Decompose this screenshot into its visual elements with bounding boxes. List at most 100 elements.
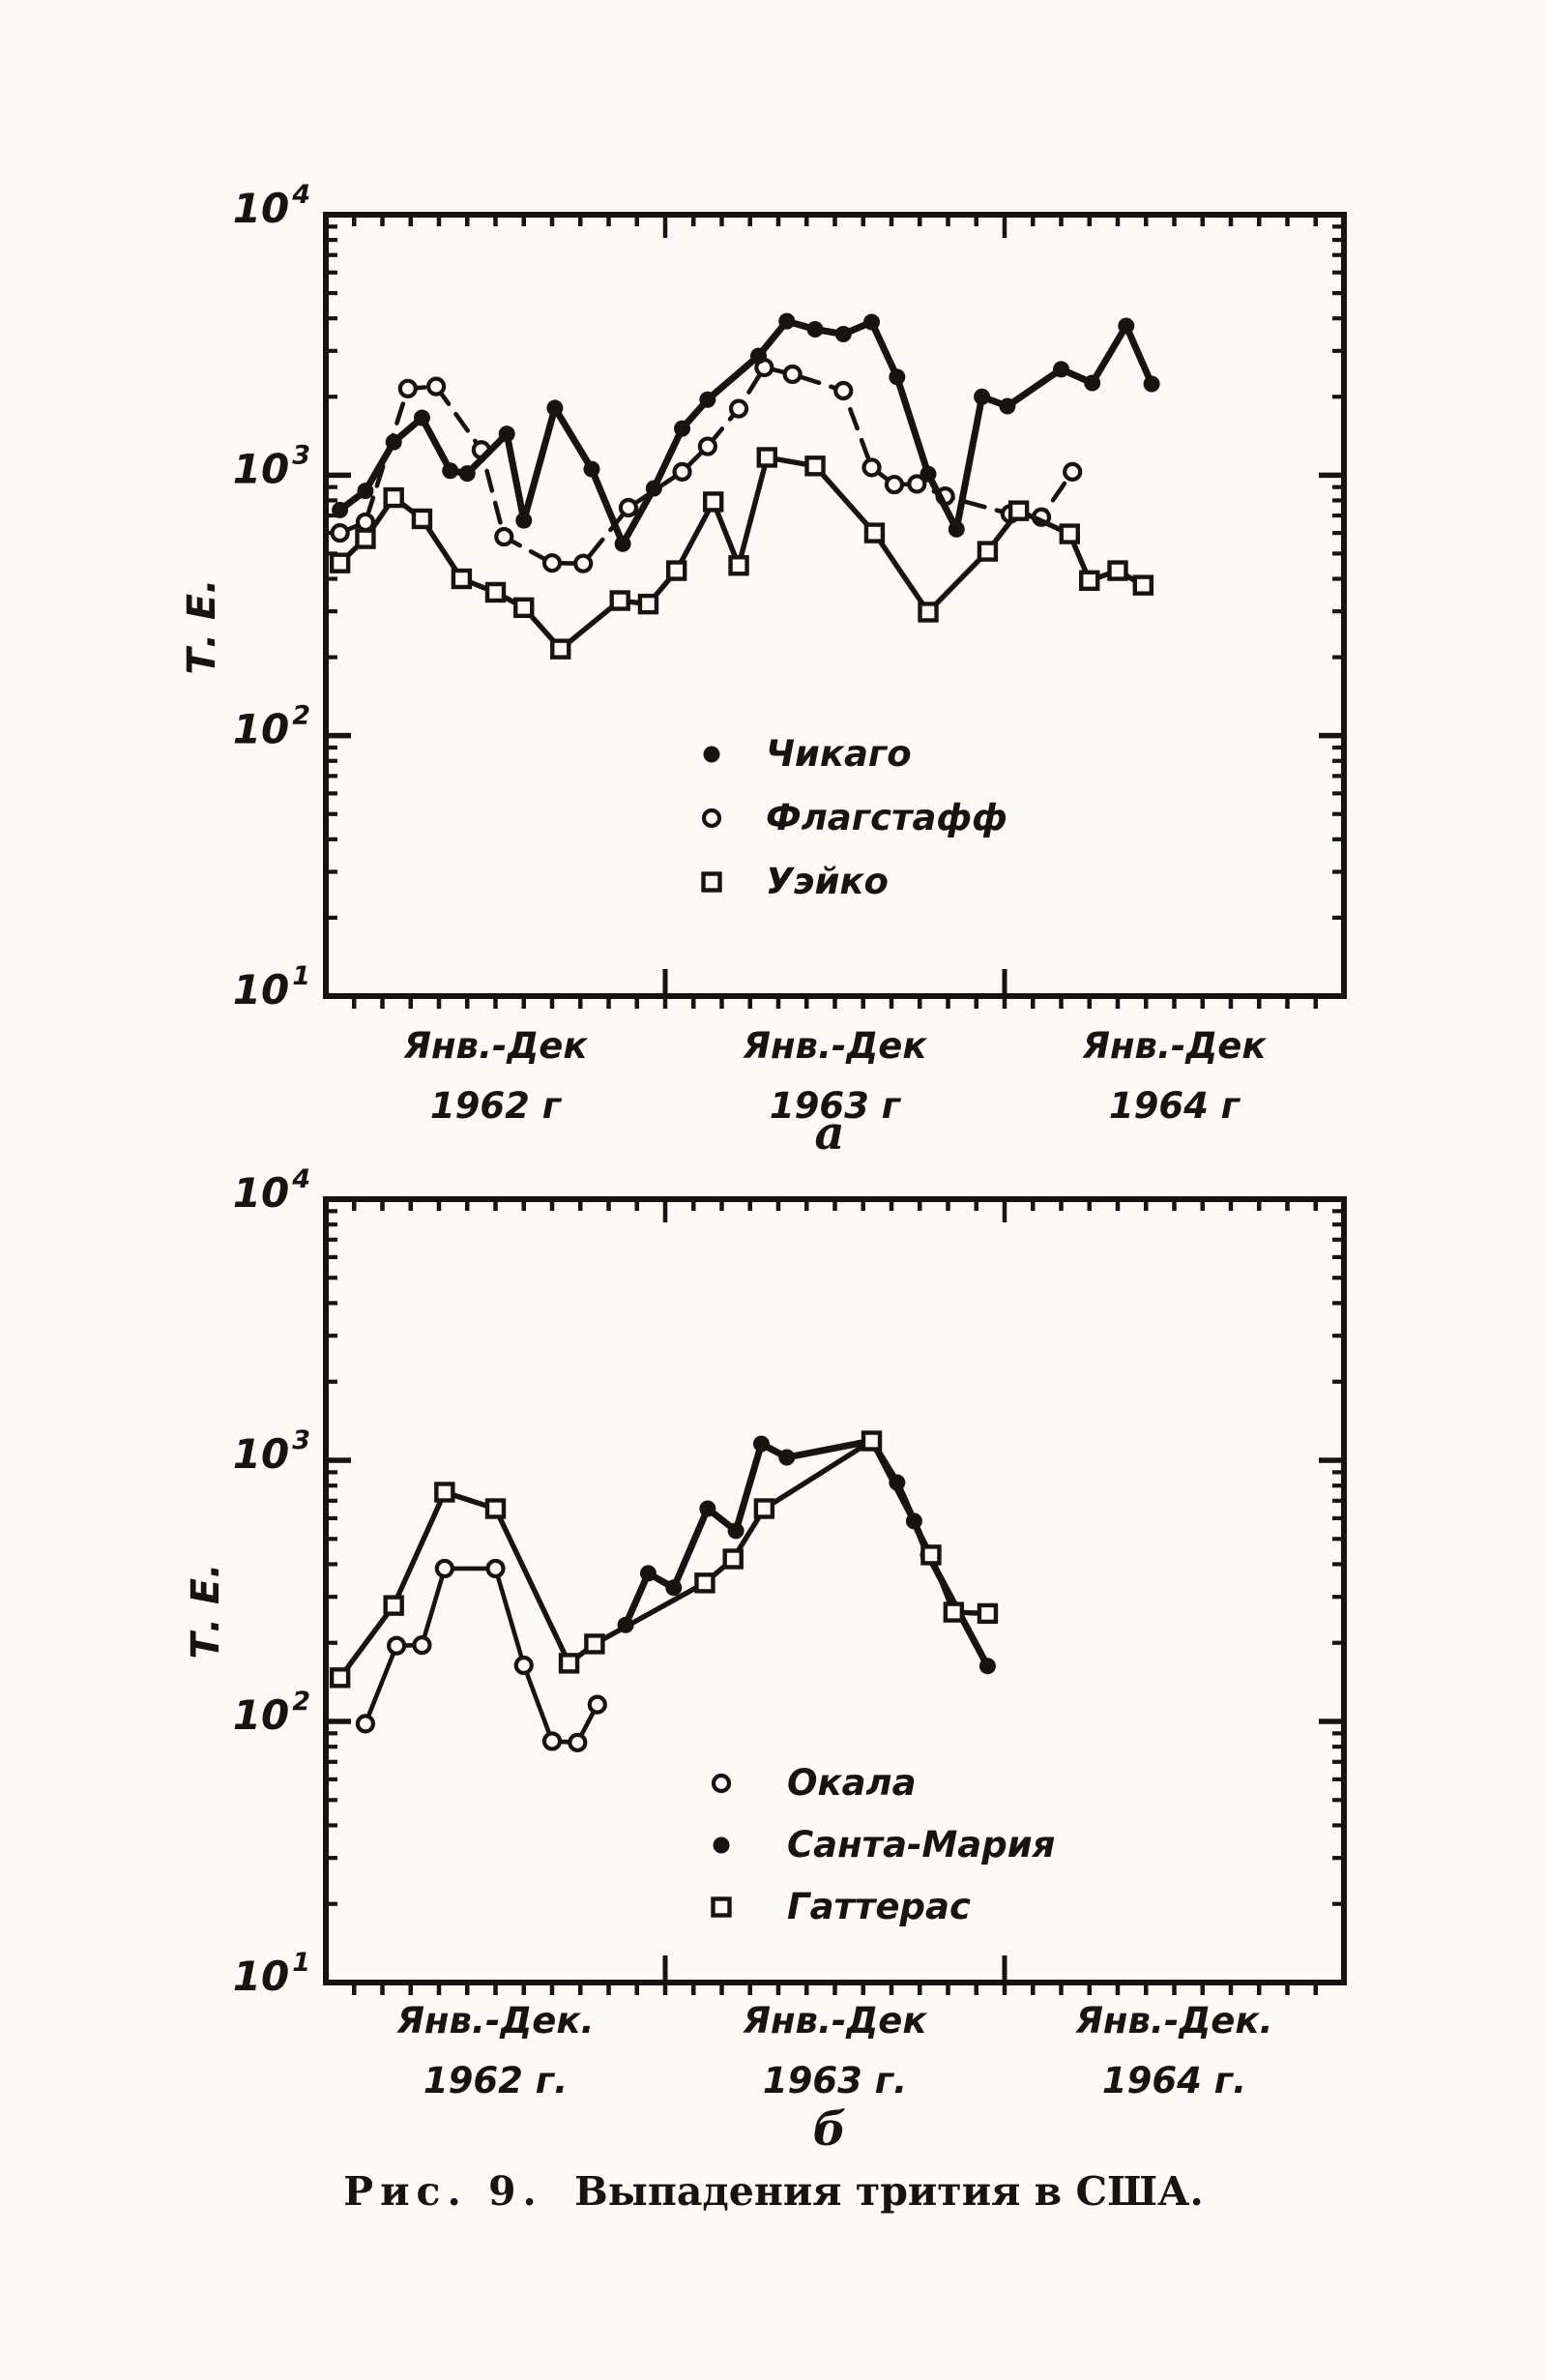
- x-axis-ticks: [352, 1199, 1318, 1995]
- filled-circle-marker: [645, 480, 662, 497]
- open-square-marker: [863, 522, 886, 544]
- filled-circle-marker: [458, 465, 476, 483]
- x-tick-label-year: 1964 г.: [1102, 2060, 1246, 2101]
- open-square-marker: [666, 560, 687, 581]
- chart-a-y-axis-title: Т. Е.: [180, 579, 224, 675]
- open-square-marker: [434, 1482, 455, 1503]
- filled-circle-marker: [546, 399, 564, 417]
- open-circle-marker: [541, 1731, 563, 1751]
- x-tick-label-period: Янв.-Дек: [742, 2000, 927, 2042]
- chart-a-series-1: [330, 357, 1083, 573]
- y-tick-label: 10 3: [233, 1425, 310, 1478]
- open-square-marker: [1079, 570, 1100, 591]
- filled-circle-marker: [778, 312, 796, 330]
- open-circle-marker: [861, 457, 882, 478]
- filled-circle-marker: [948, 520, 965, 538]
- filled-circle-marker: [978, 1658, 996, 1675]
- open-circle-marker: [701, 808, 722, 829]
- filled-circle-marker: [515, 512, 533, 529]
- y-tick-label: 10 4: [233, 1164, 310, 1217]
- open-circle-marker: [355, 1714, 376, 1734]
- filled-circle-marker: [385, 433, 402, 451]
- legend-label: Гаттерас: [787, 1886, 971, 1927]
- open-circle-marker: [782, 364, 803, 385]
- open-circle-marker: [587, 1694, 607, 1715]
- open-circle-marker: [833, 380, 854, 401]
- legend-label: Окала: [787, 1762, 917, 1804]
- filled-circle-marker: [713, 1836, 730, 1854]
- chart-a-legend: Чикаго Флагстафф Уэйко: [701, 733, 1007, 902]
- open-square-marker: [977, 1602, 999, 1625]
- x-tick-label-period: Янв.-Дек: [742, 1025, 927, 1067]
- open-square-marker: [329, 552, 351, 573]
- series-line: [336, 455, 1147, 652]
- filled-circle-marker: [999, 397, 1016, 415]
- open-square-marker: [804, 455, 826, 477]
- open-square-marker: [383, 486, 404, 509]
- open-square-marker: [355, 528, 376, 549]
- filled-circle-marker: [498, 426, 515, 443]
- series-line: [336, 317, 1155, 547]
- open-square-marker: [728, 555, 749, 576]
- open-square-marker: [550, 638, 571, 660]
- filled-circle-marker: [699, 391, 716, 408]
- y-tick-label: 10 2: [233, 1687, 310, 1739]
- open-circle-marker: [434, 1558, 454, 1579]
- legend-label: Чикаго: [766, 733, 912, 775]
- y-axis-ticks: [326, 1196, 1344, 1985]
- x-tick-label-year: 1964 г: [1109, 1085, 1241, 1127]
- legend-label: Санта-Мария: [787, 1824, 1055, 1866]
- x-tick-label-year: 1962 г.: [423, 2060, 568, 2101]
- open-square-marker: [861, 1430, 883, 1452]
- open-square-marker: [943, 1601, 965, 1623]
- open-circle-marker: [412, 1634, 432, 1656]
- open-square-marker: [513, 597, 535, 619]
- chart-a-series-2: [329, 447, 1154, 660]
- open-square-marker: [383, 1595, 404, 1616]
- x-tick-label-year: 1962 г: [430, 1085, 563, 1127]
- filled-circle-marker: [703, 746, 720, 763]
- filled-circle-marker: [750, 347, 768, 365]
- open-circle-marker: [513, 1655, 534, 1676]
- open-circle-marker: [711, 1773, 732, 1794]
- open-square-marker: [701, 871, 722, 893]
- open-square-marker: [451, 568, 473, 590]
- open-square-marker: [920, 1544, 942, 1566]
- filled-circle-marker: [614, 535, 631, 552]
- figure-caption: Рис. 9. Выпадения трития в США.: [0, 2168, 1547, 2215]
- filled-circle-marker: [778, 1449, 796, 1466]
- filled-circle-marker: [974, 388, 991, 405]
- filled-circle-marker: [1084, 374, 1101, 392]
- filled-circle-marker: [834, 325, 852, 342]
- filled-circle-marker: [1053, 361, 1069, 378]
- open-circle-marker: [397, 378, 418, 398]
- open-circle-marker: [330, 522, 350, 544]
- open-circle-marker: [1063, 461, 1083, 482]
- open-square-marker: [703, 491, 724, 513]
- chart-b-series-2: [329, 1430, 999, 1689]
- open-square-marker: [1107, 560, 1128, 581]
- filled-circle-marker: [665, 1579, 683, 1597]
- open-square-marker: [1059, 523, 1080, 544]
- open-circle-marker: [568, 1732, 588, 1752]
- open-square-marker: [484, 1498, 507, 1519]
- filled-circle-marker: [727, 1522, 744, 1540]
- filled-circle-marker: [332, 501, 349, 518]
- x-tick-label-period: Янв.-Дек: [402, 1025, 588, 1067]
- figure-caption-number: Рис. 9.: [343, 2168, 543, 2215]
- filled-circle-marker: [583, 460, 600, 478]
- chart-b-series-0: [355, 1558, 607, 1752]
- open-circle-marker: [672, 461, 692, 482]
- open-square-marker: [694, 1572, 715, 1594]
- open-square-marker: [977, 541, 999, 562]
- series-line: [337, 365, 1075, 567]
- open-circle-marker: [485, 1558, 506, 1579]
- y-tick-label: 10 1: [233, 1948, 310, 2000]
- open-circle-marker: [697, 436, 717, 456]
- filled-circle-marker: [752, 1435, 770, 1453]
- figure-caption-text: Выпадения трития в США.: [574, 2168, 1204, 2215]
- y-tick-label: 10 1: [233, 961, 310, 1014]
